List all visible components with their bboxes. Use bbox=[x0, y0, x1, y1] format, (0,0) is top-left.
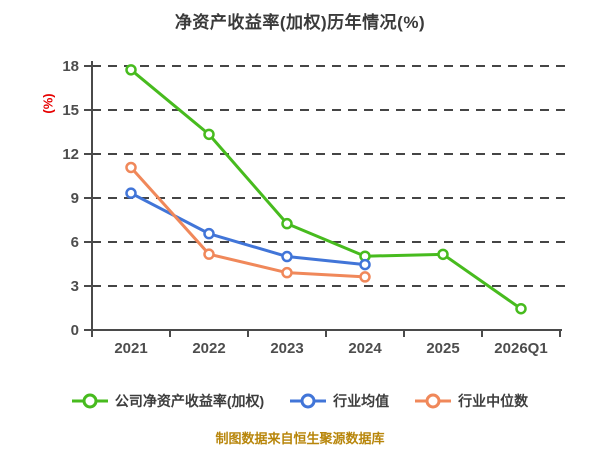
roe-line-chart-plot: 0 3 6 9 12 15 18 2021 2022 2023 2024 2025 2026Q1 bbox=[62, 58, 572, 357]
y-tick-label: 0 bbox=[71, 322, 79, 339]
legend-marker-company-roe bbox=[71, 393, 108, 409]
series-line-industry-mean bbox=[129, 191, 367, 267]
series-industry-mean bbox=[125, 187, 371, 271]
data-source-footer: 制图数据来自恒生聚源数据库 bbox=[215, 431, 385, 446]
y-tick-label: 18 bbox=[62, 58, 79, 75]
y-tick-label: 12 bbox=[62, 146, 79, 163]
legend-label-industry-median: 行业中位数 bbox=[458, 393, 529, 409]
legend-label-company-roe: 公司净资产收益率(加权) bbox=[114, 393, 265, 409]
x-tick-label-2024: 2024 bbox=[348, 340, 382, 357]
y-tick-label: 15 bbox=[62, 102, 79, 119]
data-point-marker bbox=[203, 248, 215, 260]
legend-item-company-roe[interactable]: 公司净资产收益率(加权) bbox=[71, 391, 265, 411]
y-tick-label: 9 bbox=[71, 190, 79, 207]
y-tick-label: 6 bbox=[71, 234, 79, 251]
data-point-marker bbox=[359, 271, 371, 283]
x-tick-label-2022: 2022 bbox=[192, 340, 225, 357]
x-tick-label-2021: 2021 bbox=[114, 340, 147, 357]
data-point-marker bbox=[437, 248, 449, 261]
legend-marker-industry-median bbox=[415, 393, 452, 409]
legend-label-industry-mean: 行业均值 bbox=[333, 393, 390, 409]
legend-item-industry-median[interactable]: 行业中位数 bbox=[415, 391, 528, 411]
series-line-industry-median bbox=[129, 165, 367, 279]
data-point-marker bbox=[203, 227, 215, 240]
x-tick-label-2026Q1: 2026Q1 bbox=[494, 340, 547, 357]
data-point-marker bbox=[281, 217, 293, 230]
x-tick-label-2025: 2025 bbox=[426, 340, 459, 357]
data-point-marker bbox=[281, 250, 293, 263]
data-point-marker bbox=[515, 302, 527, 315]
chart-title: 净资产收益率(加权)历年情况(%) bbox=[174, 13, 426, 32]
data-point-marker bbox=[281, 266, 293, 279]
data-point-marker bbox=[203, 128, 215, 141]
series-industry-median bbox=[125, 161, 371, 283]
x-tick-label-2023: 2023 bbox=[270, 340, 303, 357]
series-line-company-roe bbox=[129, 68, 523, 311]
y-tick-label: 3 bbox=[71, 278, 79, 295]
series-company-roe bbox=[125, 64, 527, 315]
data-point-marker bbox=[359, 258, 371, 271]
chart-legend: 公司净资产收益率(加权) 行业均值 行业中位数 bbox=[0, 388, 600, 414]
legend-marker-industry-mean bbox=[290, 393, 327, 409]
data-point-marker bbox=[125, 161, 137, 174]
legend-item-industry-mean[interactable]: 行业均值 bbox=[290, 391, 389, 411]
axes: 0 3 6 9 12 15 18 2021 2022 2023 2024 2025 2026Q1 bbox=[62, 58, 562, 357]
data-point-marker bbox=[125, 64, 137, 76]
data-point-marker bbox=[125, 187, 137, 199]
